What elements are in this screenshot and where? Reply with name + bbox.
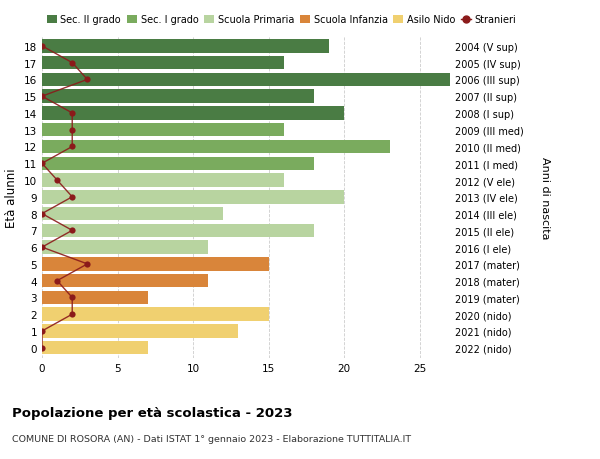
Point bbox=[37, 93, 47, 101]
Bar bbox=[42, 140, 389, 154]
Point bbox=[67, 227, 77, 235]
Bar bbox=[42, 241, 208, 254]
Y-axis label: Anni di nascita: Anni di nascita bbox=[540, 156, 550, 239]
Point bbox=[67, 110, 77, 118]
Point bbox=[37, 210, 47, 218]
Point bbox=[67, 144, 77, 151]
Bar bbox=[42, 341, 148, 355]
Bar bbox=[42, 124, 284, 137]
Point bbox=[52, 177, 62, 185]
Bar bbox=[42, 73, 450, 87]
Point bbox=[83, 77, 92, 84]
Point bbox=[67, 127, 77, 134]
Bar bbox=[42, 308, 269, 321]
Point bbox=[52, 277, 62, 285]
Bar bbox=[42, 224, 314, 237]
Bar bbox=[42, 291, 148, 304]
Bar bbox=[42, 40, 329, 53]
Point bbox=[67, 294, 77, 302]
Bar bbox=[42, 274, 208, 288]
Legend: Sec. II grado, Sec. I grado, Scuola Primaria, Scuola Infanzia, Asilo Nido, Stran: Sec. II grado, Sec. I grado, Scuola Prim… bbox=[47, 16, 517, 25]
Bar bbox=[42, 257, 269, 271]
Bar bbox=[42, 57, 284, 70]
Bar bbox=[42, 325, 238, 338]
Point bbox=[37, 344, 47, 352]
Point bbox=[67, 311, 77, 318]
Bar bbox=[42, 207, 223, 221]
Y-axis label: Età alunni: Età alunni bbox=[5, 168, 19, 227]
Point bbox=[37, 244, 47, 251]
Text: Popolazione per età scolastica - 2023: Popolazione per età scolastica - 2023 bbox=[12, 406, 293, 419]
Point bbox=[37, 43, 47, 50]
Bar bbox=[42, 157, 314, 171]
Text: COMUNE DI ROSORA (AN) - Dati ISTAT 1° gennaio 2023 - Elaborazione TUTTITALIA.IT: COMUNE DI ROSORA (AN) - Dati ISTAT 1° ge… bbox=[12, 434, 411, 443]
Bar bbox=[42, 174, 284, 187]
Point bbox=[37, 328, 47, 335]
Bar bbox=[42, 90, 314, 104]
Point bbox=[37, 160, 47, 168]
Bar bbox=[42, 190, 344, 204]
Point bbox=[67, 194, 77, 201]
Point bbox=[83, 261, 92, 268]
Point bbox=[67, 60, 77, 67]
Bar bbox=[42, 107, 344, 120]
